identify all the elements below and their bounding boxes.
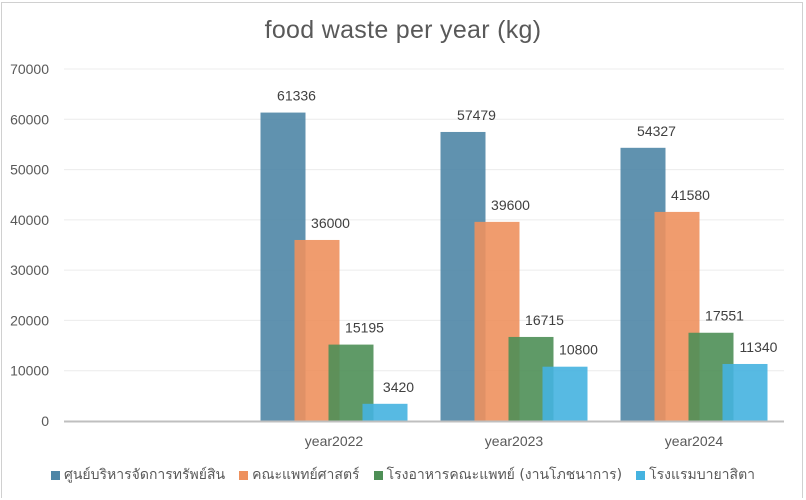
y-tick-label: 60000 — [10, 111, 49, 127]
chart-title: food waste per year (kg) — [264, 16, 542, 44]
data-label: 61336 — [277, 88, 316, 104]
data-label: 54327 — [637, 123, 676, 139]
y-tick-label: 20000 — [10, 312, 49, 328]
legend-label: ศูนย์บริหารจัดการทรัพย์สิน — [63, 467, 226, 483]
legend-swatch — [239, 470, 249, 480]
legend-item: โรงอาหารคณะแพทย์ (งานโภชนาการ) — [373, 464, 623, 486]
chart-legend: ศูนย์บริหารจัดการทรัพย์สิน คณะแพทย์ศาสตร์… — [0, 464, 806, 486]
data-label: 57479 — [457, 107, 496, 123]
data-label: 3420 — [383, 379, 414, 395]
data-label: 17551 — [705, 308, 744, 324]
legend-swatch — [373, 470, 383, 480]
y-tick-label: 70000 — [10, 61, 49, 77]
bar — [542, 366, 588, 421]
legend-item: คณะแพทย์ศาสตร์ — [239, 464, 360, 486]
y-tick-label: 30000 — [10, 262, 49, 278]
legend-label: คณะแพทย์ศาสตร์ — [252, 467, 360, 483]
bar — [362, 403, 408, 421]
data-label: 11340 — [740, 339, 778, 355]
legend-item: โรงแรมบายาสิตา — [636, 464, 755, 486]
legend-label: โรงอาหารคณะแพทย์ (งานโภชนาการ) — [386, 467, 623, 483]
y-tick-label: 0 — [41, 413, 49, 429]
y-tick-label: 50000 — [10, 162, 49, 178]
data-label: 39600 — [491, 197, 530, 213]
bar — [722, 363, 768, 421]
legend-label: โรงแรมบายาสิตา — [649, 467, 756, 483]
data-label: 10800 — [559, 342, 598, 358]
y-tick-label: 10000 — [10, 363, 49, 379]
legend-item: ศูนย์บริหารจัดการทรัพย์สิน — [50, 464, 226, 486]
x-tick-label: year2024 — [665, 433, 724, 449]
y-tick-label: 40000 — [10, 212, 49, 228]
data-label: 36000 — [311, 215, 350, 231]
data-label: 15195 — [345, 320, 384, 336]
data-label: 16715 — [525, 312, 564, 328]
data-label: 41580 — [671, 187, 710, 203]
legend-swatch — [50, 470, 60, 480]
x-tick-label: year2022 — [305, 433, 364, 449]
x-tick-label: year2023 — [485, 433, 544, 449]
legend-swatch — [636, 470, 646, 480]
